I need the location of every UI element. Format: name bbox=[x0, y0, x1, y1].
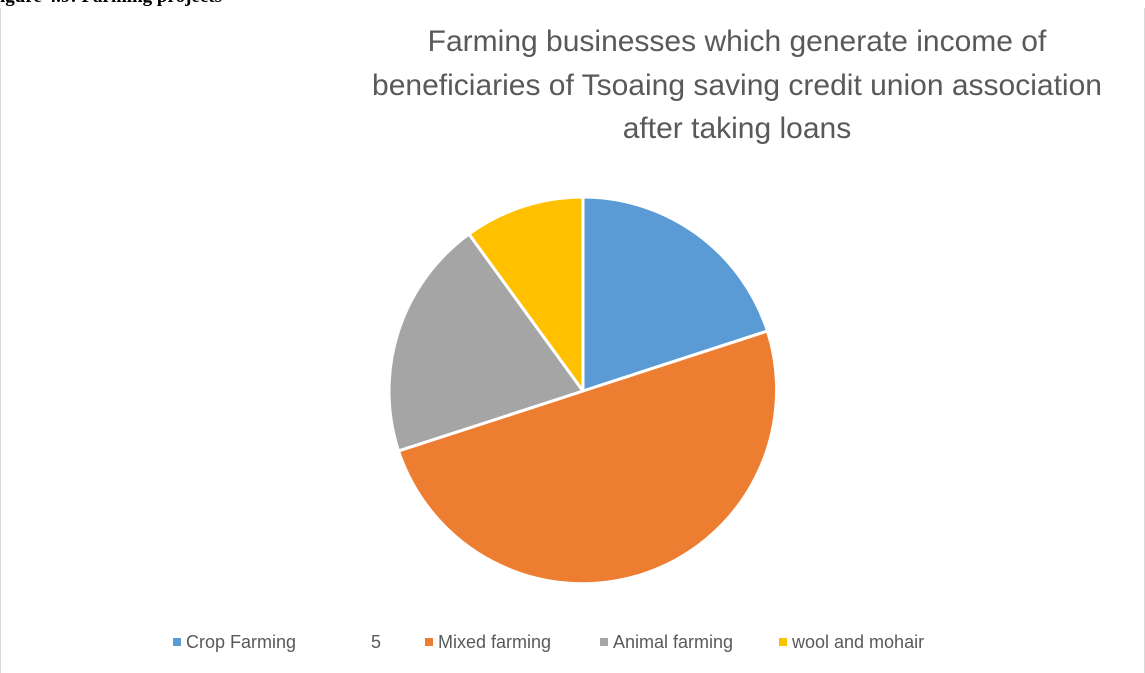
legend-label-mixed-farming: Mixed farming bbox=[438, 632, 551, 652]
document-heading: igure 4.9: Farming projects bbox=[0, 0, 420, 8]
pie-slice-mixed-farming bbox=[397, 329, 779, 586]
chart-title: Farming businesses which generate income… bbox=[372, 25, 1102, 145]
pie-chart: Farming businesses which generate income… bbox=[173, 25, 1102, 652]
chart-title-line-2: beneficiaries of Tsoaing saving credit u… bbox=[372, 69, 1102, 102]
chart-title-line-3: after taking loans bbox=[623, 112, 851, 145]
legend-label-crop-farming: Crop Farming bbox=[186, 632, 296, 652]
pie-slice-wool-and-mohair bbox=[467, 195, 585, 393]
legend-swatch-animal-farming bbox=[600, 638, 608, 646]
legend-swatch-mixed-farming bbox=[425, 638, 433, 646]
chart-title-line-1: Farming businesses which generate income… bbox=[428, 25, 1047, 58]
pie-slice-crop-farming bbox=[581, 195, 769, 393]
legend-swatch-wool-and-mohair bbox=[779, 638, 787, 646]
legend-stray-number: 5 bbox=[371, 632, 381, 652]
legend-label-wool-and-mohair: wool and mohair bbox=[791, 632, 924, 652]
legend-label-animal-farming: Animal farming bbox=[613, 632, 733, 652]
chart-legend: Crop Farming 5 Mixed farming Animal farm… bbox=[173, 632, 924, 652]
legend-swatch-crop-farming bbox=[173, 638, 181, 646]
pie-slice-animal-farming bbox=[387, 232, 585, 453]
pie-slices bbox=[387, 195, 779, 586]
chart-frame: Farming businesses which generate income… bbox=[0, 8, 1145, 673]
